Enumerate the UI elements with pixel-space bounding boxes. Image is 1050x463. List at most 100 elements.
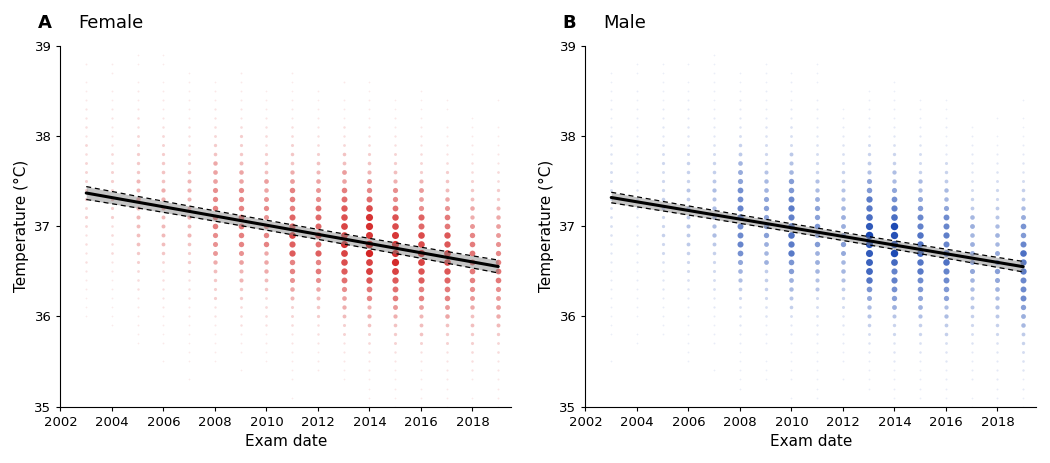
Point: [335, 286, 352, 293]
Point: [129, 277, 146, 284]
Point: [78, 232, 94, 239]
Point: [386, 169, 403, 176]
Point: [413, 195, 429, 203]
Point: [361, 178, 378, 185]
Point: [835, 241, 852, 248]
Point: [232, 349, 249, 356]
Point: [284, 96, 300, 104]
Point: [386, 250, 403, 257]
Point: [129, 205, 146, 212]
Point: [783, 114, 800, 122]
Point: [886, 142, 903, 149]
Point: [386, 178, 403, 185]
Point: [989, 295, 1006, 302]
Point: [232, 169, 249, 176]
Point: [603, 88, 620, 95]
Point: [155, 259, 172, 266]
Point: [104, 61, 121, 68]
Point: [860, 187, 877, 194]
Point: [732, 304, 749, 311]
Point: [1015, 250, 1032, 257]
Point: [438, 340, 455, 347]
Point: [706, 195, 722, 203]
Point: [629, 69, 646, 77]
Point: [490, 187, 507, 194]
Point: [181, 213, 197, 221]
Point: [207, 349, 224, 356]
Point: [989, 187, 1006, 194]
Point: [155, 268, 172, 275]
Point: [129, 187, 146, 194]
Point: [361, 358, 378, 365]
Point: [490, 150, 507, 158]
Point: [181, 286, 197, 293]
Point: [732, 367, 749, 374]
Point: [732, 295, 749, 302]
Point: [258, 160, 275, 167]
Point: [680, 124, 697, 131]
Point: [310, 277, 327, 284]
Point: [706, 79, 722, 86]
Point: [386, 286, 403, 293]
Point: [808, 61, 825, 68]
Point: [706, 88, 722, 95]
Point: [808, 142, 825, 149]
Point: [835, 223, 852, 230]
Point: [808, 124, 825, 131]
Point: [310, 213, 327, 221]
Point: [783, 295, 800, 302]
Point: [413, 394, 429, 401]
Point: [104, 124, 121, 131]
Point: [361, 195, 378, 203]
Point: [911, 132, 928, 140]
Point: [654, 187, 671, 194]
Point: [783, 286, 800, 293]
Point: [464, 259, 481, 266]
Point: [335, 187, 352, 194]
Point: [963, 232, 980, 239]
Point: [603, 331, 620, 338]
Point: [860, 349, 877, 356]
Point: [155, 79, 172, 86]
Point: [938, 187, 954, 194]
Point: [335, 304, 352, 311]
Point: [706, 132, 722, 140]
Point: [963, 403, 980, 410]
Point: [938, 178, 954, 185]
Point: [490, 331, 507, 338]
Point: [1015, 169, 1032, 176]
Point: [603, 223, 620, 230]
Point: [232, 142, 249, 149]
Point: [181, 376, 197, 383]
Point: [732, 106, 749, 113]
Point: [783, 223, 800, 230]
Point: [181, 295, 197, 302]
Point: [654, 169, 671, 176]
Point: [155, 142, 172, 149]
Point: [232, 295, 249, 302]
Point: [629, 178, 646, 185]
Point: [911, 142, 928, 149]
Point: [680, 268, 697, 275]
Point: [911, 259, 928, 266]
Point: [654, 106, 671, 113]
Point: [464, 268, 481, 275]
Point: [603, 268, 620, 275]
Point: [989, 205, 1006, 212]
Point: [808, 223, 825, 230]
Point: [911, 349, 928, 356]
Point: [911, 268, 928, 275]
Point: [413, 106, 429, 113]
Point: [732, 142, 749, 149]
Point: [783, 195, 800, 203]
Point: [386, 331, 403, 338]
Point: [78, 132, 94, 140]
Point: [1015, 394, 1032, 401]
Point: [629, 277, 646, 284]
X-axis label: Exam date: Exam date: [770, 434, 852, 449]
Point: [1015, 160, 1032, 167]
Point: [1015, 313, 1032, 320]
Point: [155, 160, 172, 167]
Point: [808, 358, 825, 365]
Point: [732, 358, 749, 365]
